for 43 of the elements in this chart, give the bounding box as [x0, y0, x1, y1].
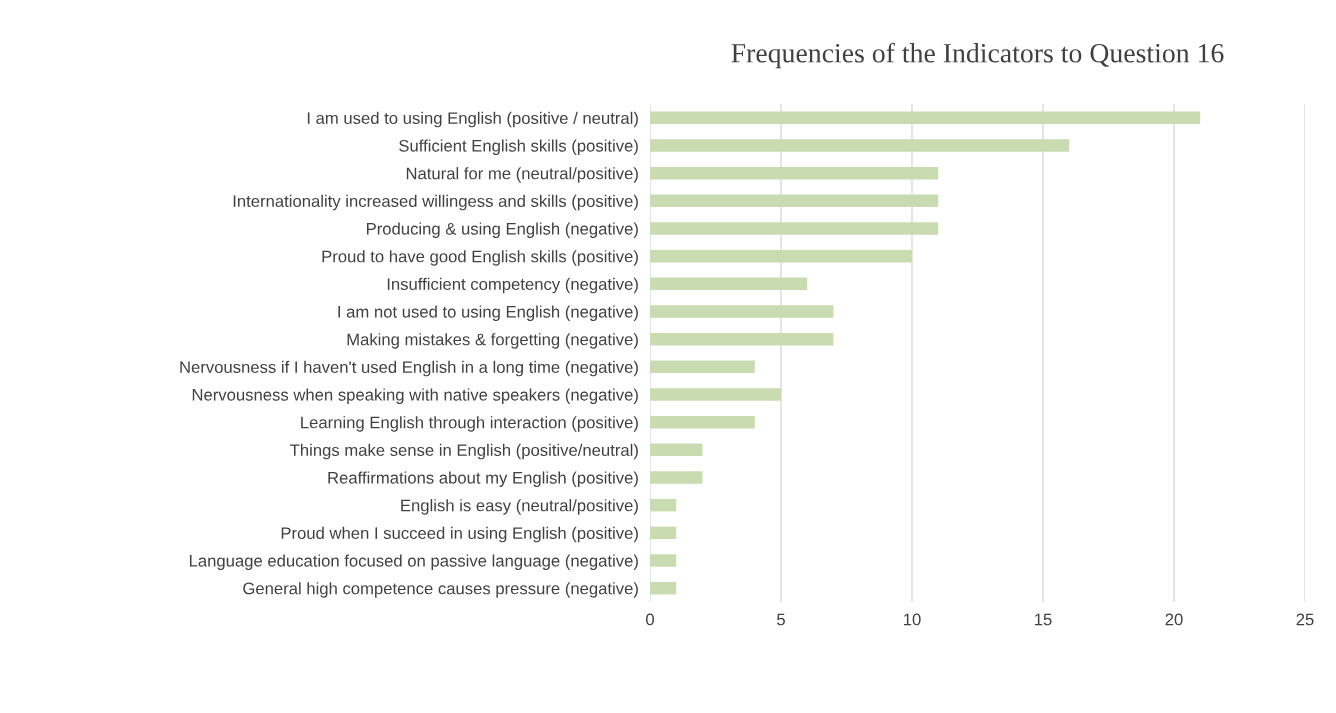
y-tick-label: Learning English through interaction (positive)	[301, 416, 638, 432]
bar	[650, 471, 703, 484]
bar	[650, 277, 808, 291]
bar	[650, 360, 755, 374]
x-tick-label: 5	[777, 613, 785, 626]
y-tick-label: Making mistakes & forgetting (negative)	[347, 333, 638, 349]
y-tick-label: Things make sense in English (positive/neutral)	[290, 443, 638, 460]
y-tick-label: Nervousness when speaking with native speakers (negative)	[192, 388, 638, 404]
bar	[650, 526, 677, 540]
y-tick-label: Internationality increased willingess and skills (positive)	[233, 194, 638, 211]
bar	[650, 222, 939, 235]
x-tick-label: 15	[1035, 613, 1052, 626]
y-tick-label: Proud to have good English skills (positive)	[322, 250, 638, 266]
y-tick-label: Insufficient competency (negative)	[387, 277, 638, 294]
y-tick-label: I am used to using English (positive / neutral)	[307, 111, 638, 128]
bar	[650, 415, 755, 429]
y-tick-label: Sufficient English skills (positive)	[399, 139, 638, 155]
bar	[650, 388, 781, 401]
bar	[650, 443, 703, 457]
bar	[650, 498, 677, 512]
y-tick-label: English is easy (neutral/positive)	[401, 499, 638, 515]
bar	[650, 194, 939, 208]
bar	[650, 139, 1070, 152]
y-tick-label: Language education focused on passive language (negative)	[189, 554, 638, 570]
y-tick-label: Reaffirmations about my English (positive)	[328, 471, 638, 487]
y-tick-label: I am not used to using English (negative)	[338, 305, 638, 321]
x-tick-label: 25	[1296, 613, 1314, 626]
chart-title: Frequencies of the Indicators to Question 16	[731, 42, 1224, 69]
bar	[650, 554, 677, 567]
y-tick-label: Nervousness if I haven't used English in a long time (negative)	[180, 360, 638, 377]
bar	[650, 581, 677, 595]
bar	[650, 111, 1201, 125]
x-tick-label: 0	[646, 613, 654, 626]
x-tick-label: 10	[904, 613, 921, 626]
y-tick-label: Proud when I succeed in using English (positive)	[281, 526, 638, 543]
bar	[650, 166, 939, 180]
y-tick-label: Natural for me (neutral/positive)	[406, 167, 638, 183]
bar	[650, 332, 834, 346]
y-tick-label: General high competence causes pressure (negative)	[243, 582, 638, 598]
x-tick-label: 20	[1165, 613, 1183, 626]
bar	[650, 305, 834, 318]
y-tick-label: Producing & using English (negative)	[366, 222, 638, 238]
bar	[650, 249, 912, 263]
